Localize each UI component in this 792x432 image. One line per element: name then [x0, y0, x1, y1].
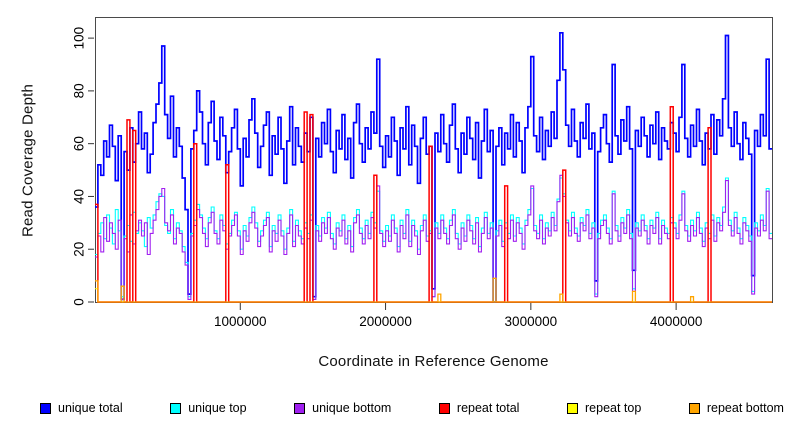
legend-item-unique-top: unique top: [170, 401, 247, 415]
legend-item-unique-bottom: unique bottom: [294, 401, 391, 415]
legend-swatch-icon: [688, 402, 700, 414]
legend-label: repeat bottom: [706, 401, 784, 415]
legend-label: repeat top: [585, 401, 642, 415]
coverage-chart-canvas: 1000000 2000000 3000000 4000000 0 20 40 60 80 100: [72, 17, 773, 329]
legend-swatch-icon: [40, 402, 51, 414]
x-tick-label: 2000000: [359, 314, 412, 329]
x-tick-label: 1000000: [214, 314, 267, 329]
legend-swatch-icon: [567, 402, 578, 414]
y-tick-label: 0: [72, 298, 87, 306]
series-unique-bottom: [95, 174, 772, 303]
y-tick-label: 60: [72, 136, 87, 151]
legend-item-repeat-top: repeat top: [567, 401, 641, 415]
y-tick-label: 40: [72, 189, 87, 204]
legend-label: repeat total: [456, 401, 520, 415]
x-axis-title: Coordinate in Reference Genome: [318, 353, 549, 370]
legend-item-repeat-bottom: repeat bottom: [688, 401, 784, 415]
legend-label: unique top: [188, 401, 247, 415]
y-axis-title: Read Coverage Depth: [19, 83, 37, 238]
series-repeat-total: [95, 105, 772, 303]
series-repeat-bottom: [95, 277, 772, 303]
y-tick-label: 80: [72, 83, 87, 98]
x-tick-label: 3000000: [505, 314, 558, 329]
legend-label: unique total: [58, 401, 123, 415]
legend-item-repeat-total: repeat total: [438, 401, 520, 415]
y-tick-label: 100: [72, 27, 87, 50]
legend-swatch-icon: [438, 402, 450, 414]
legend: unique total unique top unique bottom repea…: [40, 397, 784, 419]
legend-label: unique bottom: [312, 401, 392, 415]
legend-swatch-icon: [294, 402, 306, 414]
legend-swatch-icon: [170, 402, 182, 414]
y-tick-label: 20: [72, 242, 87, 257]
x-tick-label: 4000000: [650, 314, 703, 329]
legend-item-unique-total: unique total: [40, 401, 123, 415]
series-unique-total: [95, 31, 772, 303]
